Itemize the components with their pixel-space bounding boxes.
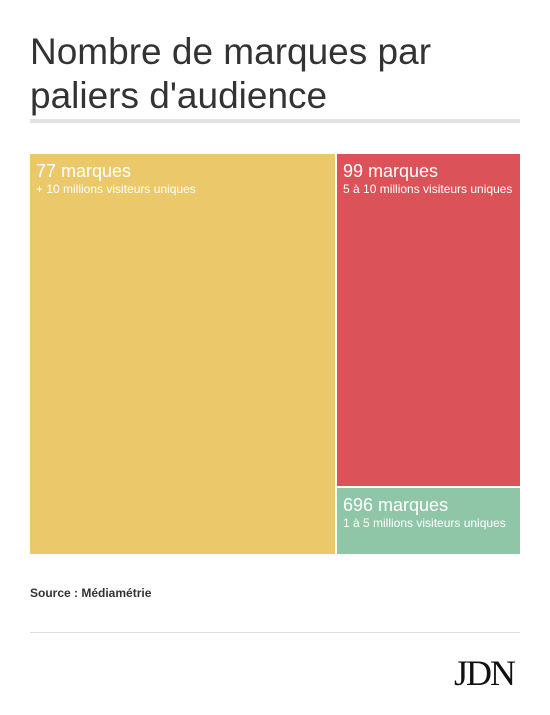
tile-count: 696 marques <box>343 495 449 515</box>
footer-divider <box>30 632 520 633</box>
tile-count: 99 marques <box>343 161 439 181</box>
source-note: Source : Médiamétrie <box>30 586 152 600</box>
jdn-logo: JDN <box>453 653 516 693</box>
tile-1-to-5m[interactable]: 696 marques 1 à 5 millions visiteurs uni… <box>337 488 520 554</box>
treemap: 77 marques + 10 millions visiteurs uniqu… <box>30 154 520 554</box>
tile-10m-plus[interactable]: 77 marques + 10 millions visiteurs uniqu… <box>30 154 335 554</box>
chart-title: Nombre de marques par paliers d'audience <box>30 31 432 116</box>
title-divider <box>30 119 520 123</box>
tile-label: + 10 millions visiteurs uniques <box>36 182 196 196</box>
tile-label: 5 à 10 millions visiteurs uniques <box>343 182 513 196</box>
tile-5-to-10m[interactable]: 99 marques 5 à 10 millions visiteurs uni… <box>337 154 520 486</box>
tile-count: 77 marques <box>36 161 132 181</box>
tile-label: 1 à 5 millions visiteurs uniques <box>343 516 506 530</box>
